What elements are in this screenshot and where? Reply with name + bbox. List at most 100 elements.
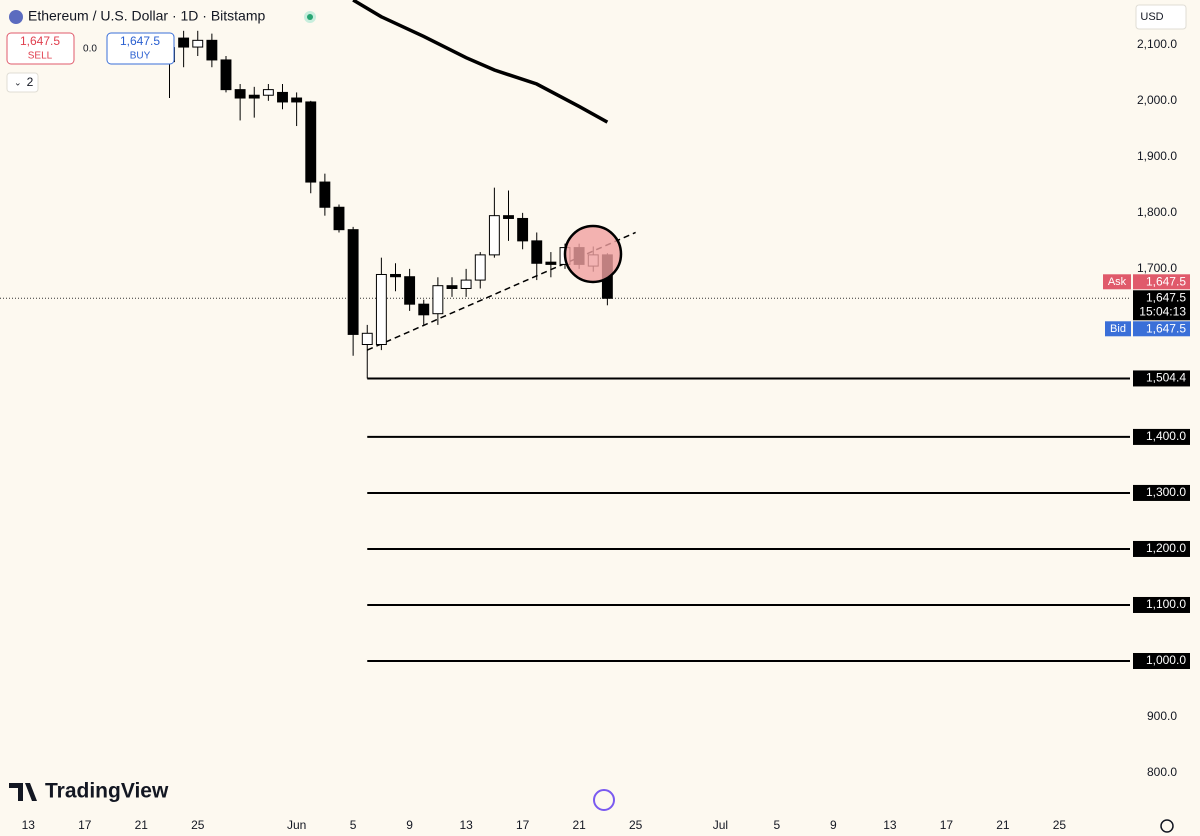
y-tick-label: 2,000.0 <box>1137 93 1177 107</box>
countdown: 15:04:13 <box>1139 304 1186 318</box>
y-tick-label: 1,900.0 <box>1137 149 1177 163</box>
x-tick-label: 21 <box>572 818 586 832</box>
x-tick-label: 5 <box>774 818 781 832</box>
candle-body <box>531 240 543 264</box>
status-dot-inner <box>307 14 313 20</box>
spread: 0.0 <box>83 44 97 55</box>
x-tick-label: Jun <box>287 818 306 832</box>
level-label: 1,200.0 <box>1146 541 1186 555</box>
candle-body <box>192 39 204 48</box>
x-tick-label: 17 <box>78 818 92 832</box>
sell-button[interactable]: 1,647.5 SELL <box>6 32 75 65</box>
candle-body <box>446 285 458 289</box>
brand: TradingView <box>45 780 169 803</box>
assistant-icon[interactable] <box>593 789 615 811</box>
level-label: 1,100.0 <box>1146 597 1186 611</box>
candle-body <box>206 39 218 61</box>
sell-label[interactable]: SELL <box>28 51 53 62</box>
x-tick-label: 9 <box>830 818 837 832</box>
candle-body <box>404 276 416 305</box>
buy-price[interactable]: 1,647.5 <box>120 34 160 48</box>
candle-body <box>418 303 430 316</box>
y-tick-label: 800.0 <box>1147 765 1177 779</box>
candle-body <box>347 229 359 335</box>
x-tick-label: 25 <box>629 818 643 832</box>
currency-button[interactable]: USD <box>1135 4 1187 30</box>
candle-body <box>234 89 246 99</box>
axes: 800.0 900.0 1,700.0 1,800.0 1,900.0 2,000.0 2,… <box>22 37 1190 832</box>
x-tick-label: 13 <box>459 818 473 832</box>
highlight-circle <box>563 224 623 284</box>
candle-body <box>220 59 232 91</box>
x-tick-label: 21 <box>996 818 1010 832</box>
candle-body <box>361 332 373 346</box>
ask-price: 1,647.5 <box>1146 274 1186 288</box>
candle-body <box>178 37 190 48</box>
indicator-count[interactable]: 2 <box>27 75 34 89</box>
level-label: 1,000.0 <box>1146 653 1186 667</box>
candle-body <box>517 217 529 242</box>
candle-body <box>460 279 472 289</box>
level-label: 1,504.4 <box>1146 371 1186 385</box>
moving-average <box>352 0 609 124</box>
candle-body <box>375 273 387 346</box>
x-tick-label: 5 <box>350 818 357 832</box>
x-tick-label: 25 <box>191 818 205 832</box>
bid-price-box <box>1133 321 1190 337</box>
candle-body <box>432 285 444 315</box>
ask-tag-box <box>1103 274 1131 290</box>
candle-body <box>488 215 500 256</box>
candle-body <box>503 215 514 219</box>
last-price: 1,647.5 <box>1146 290 1186 304</box>
candle-body <box>262 89 274 96</box>
y-tick-label: 1,700.0 <box>1137 261 1177 275</box>
y-tick-label: 2,100.0 <box>1137 37 1177 51</box>
candle-body <box>305 101 317 183</box>
candle-body <box>291 97 303 103</box>
level-label: 1,300.0 <box>1146 485 1186 499</box>
y-tick-label: 900.0 <box>1147 709 1177 723</box>
x-tick-label: 9 <box>406 818 413 832</box>
bid-price: 1,647.5 <box>1146 321 1186 335</box>
x-tick-label: 13 <box>883 818 897 832</box>
chart-title: Ethereum / U.S. Dollar · 1D · Bitstamp <box>28 8 266 24</box>
level-label-box <box>1133 370 1190 387</box>
ask-tag: Ask <box>1108 276 1127 288</box>
sell-price[interactable]: 1,647.5 <box>20 34 60 48</box>
candle-body <box>390 273 401 278</box>
candle-body <box>248 94 260 99</box>
candle-body <box>333 206 345 231</box>
x-tick-label: 25 <box>1053 818 1067 832</box>
buy-button[interactable]: 1,647.5 BUY <box>106 32 175 65</box>
x-tick-label: 17 <box>516 818 530 832</box>
chevron[interactable]: ⌄ <box>14 77 22 87</box>
level-label-box <box>1133 540 1190 557</box>
eth-icon <box>9 10 23 24</box>
level-label-box <box>1133 428 1190 445</box>
indicator-toggle[interactable]: ⌄ 2 <box>6 72 39 93</box>
candle-body <box>319 181 331 208</box>
bid-tag-box <box>1105 321 1131 337</box>
x-tick-label: Jul <box>713 818 728 832</box>
ask-price-box <box>1133 274 1190 290</box>
candle-body <box>545 261 557 265</box>
level-label: 1,400.0 <box>1146 429 1186 443</box>
level-label-box <box>1133 652 1190 669</box>
bid-tag: Bid <box>1110 323 1126 335</box>
x-tick-label: 21 <box>135 818 149 832</box>
brand-logo: TradingView <box>9 780 169 803</box>
settings-icon[interactable] <box>1160 819 1174 833</box>
x-tick-label: 13 <box>22 818 36 832</box>
level-label-box <box>1133 596 1190 613</box>
level-label-box <box>1133 484 1190 501</box>
candle-body <box>277 91 288 103</box>
currency[interactable]: USD <box>1140 11 1163 23</box>
buy-label[interactable]: BUY <box>130 51 151 62</box>
candle-body <box>474 254 486 281</box>
last-price-box <box>1133 290 1190 321</box>
x-tick-label: 17 <box>940 818 954 832</box>
y-tick-label: 1,800.0 <box>1137 205 1177 219</box>
